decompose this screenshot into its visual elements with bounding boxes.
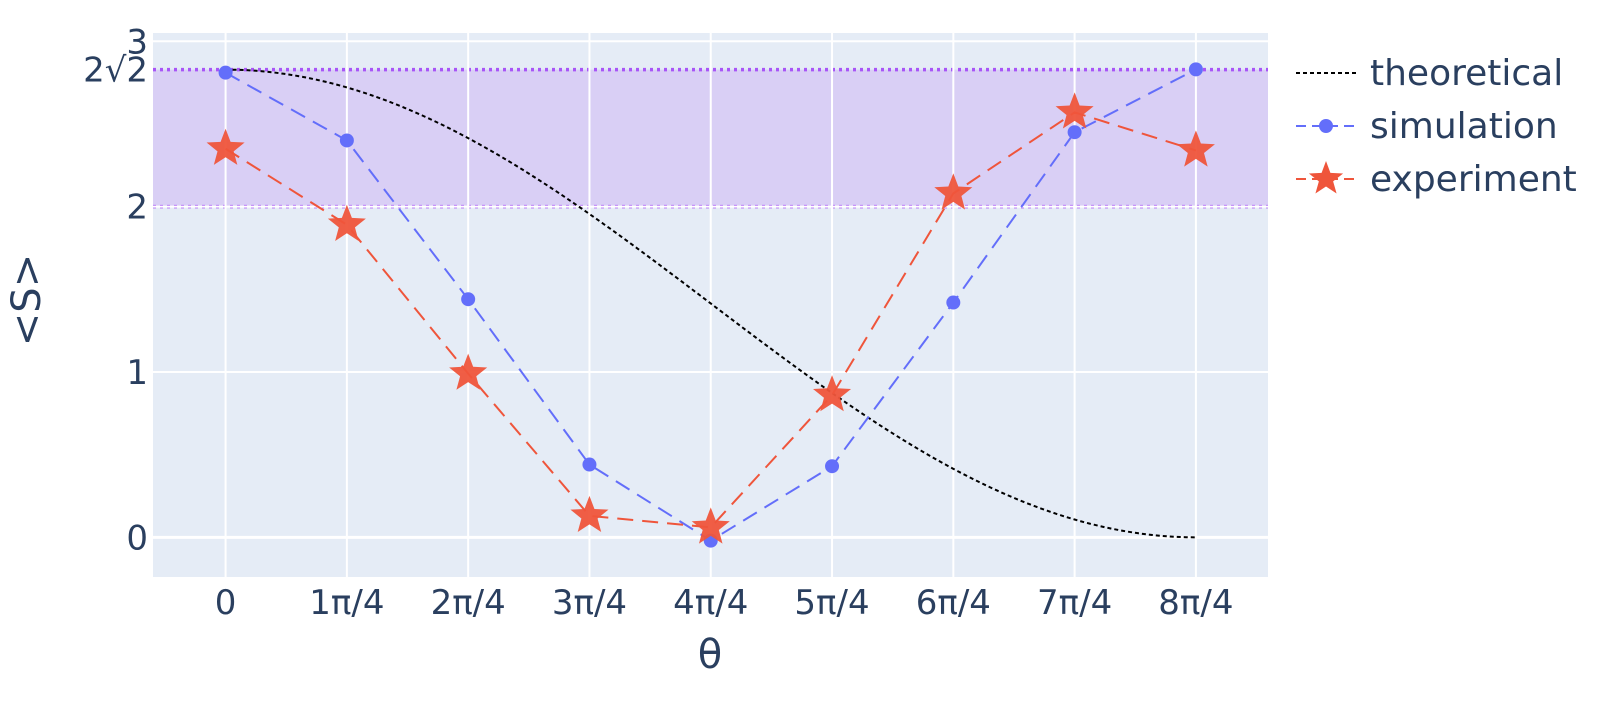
legend-label: simulation <box>1370 106 1558 147</box>
series-experiment <box>206 92 1215 544</box>
x-tick-label: 4π/4 <box>673 583 748 623</box>
x-axis-ticks: 0 1π/4 2π/4 3π/4 4π/4 5π/4 6π/4 7π/4 8π/4 <box>215 583 1234 623</box>
series-theoretical <box>225 68 1196 539</box>
experiment-point <box>327 204 366 241</box>
x-tick-label: 1π/4 <box>309 583 384 623</box>
y-tick-label: 2 <box>126 188 148 228</box>
simulation-point <box>1067 125 1082 140</box>
legend[interactable]: theoretical simulation experiment <box>1296 53 1577 200</box>
x-tick-label: 7π/4 <box>1037 583 1112 623</box>
series-layer <box>206 62 1215 548</box>
simulation-point <box>1188 62 1203 77</box>
experiment-point <box>206 128 245 165</box>
experiment-point <box>691 507 730 544</box>
legend-item-experiment[interactable]: experiment <box>1296 159 1577 200</box>
legend-marker <box>1308 161 1344 194</box>
x-tick-label: 8π/4 <box>1158 583 1233 623</box>
x-axis-title: θ <box>698 632 722 678</box>
legend-label: experiment <box>1370 159 1577 200</box>
x-tick-label: 3π/4 <box>552 583 627 623</box>
x-tick-label: 0 <box>215 583 237 623</box>
simulation-point <box>339 133 354 148</box>
simulation-point <box>825 459 840 474</box>
x-tick-label: 2π/4 <box>431 583 506 623</box>
experiment-line <box>225 111 1197 529</box>
legend-item-simulation[interactable]: simulation <box>1296 106 1558 147</box>
simulation-point <box>946 295 961 310</box>
experiment-point <box>449 353 488 390</box>
simulation-point <box>582 457 597 472</box>
y-tick-label: 2√2 <box>83 51 148 91</box>
experiment-point <box>570 495 609 532</box>
y-tick-label: 0 <box>126 518 148 558</box>
y-tick-label: 3 <box>126 22 148 62</box>
y-axis-title: <S> <box>4 254 50 346</box>
theoretical-curve <box>225 68 1196 539</box>
experiment-point <box>813 375 852 412</box>
experiment-point <box>1055 92 1094 129</box>
experiment-point <box>1176 130 1215 167</box>
experiment-point <box>934 173 973 210</box>
y-tick-label: 1 <box>126 353 148 393</box>
x-tick-label: 6π/4 <box>916 583 991 623</box>
series-simulation <box>218 62 1203 548</box>
x-tick-label: 5π/4 <box>794 583 869 623</box>
simulation-point <box>218 65 233 80</box>
legend-item-theoretical[interactable]: theoretical <box>1296 53 1563 94</box>
simulation-point <box>461 292 476 307</box>
legend-label: theoretical <box>1370 53 1563 94</box>
y-axis-ticks: 0 1 2 2√23 <box>83 22 148 558</box>
legend-marker <box>1319 119 1333 133</box>
